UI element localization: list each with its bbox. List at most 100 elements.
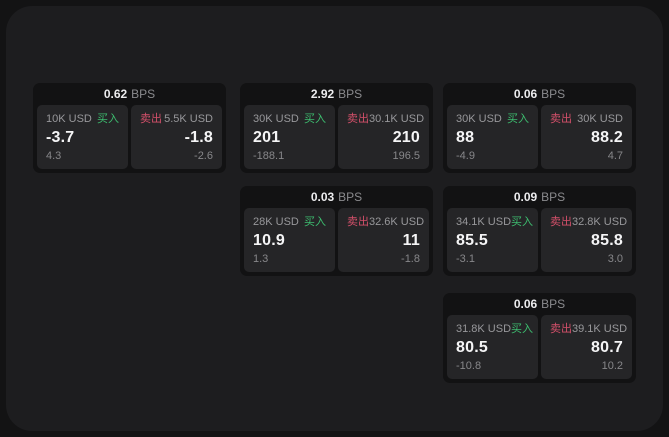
bps-unit-label: BPS <box>541 297 566 311</box>
sell-header-line: 卖出 32.6K USD <box>347 216 424 228</box>
buy-header-line: 10K USD 买入 <box>46 113 119 125</box>
sell-panel[interactable]: 卖出 5.5K USD -1.8 -2.6 <box>131 105 222 169</box>
buy-panel[interactable]: 30K USD 买入 88 -4.9 <box>447 105 538 169</box>
sell-change: 4.7 <box>607 150 623 162</box>
buy-header-line: 30K USD 买入 <box>253 113 326 125</box>
sell-header-line: 卖出 30K USD <box>550 113 623 125</box>
buy-header-line: 34.1K USD 买入 <box>456 216 533 228</box>
buy-side-label: 买入 <box>511 323 534 335</box>
card-body: 34.1K USD 买入 85.5 -3.1 卖出 32.8K USD 85.8… <box>443 208 636 276</box>
sell-price: 88.2 <box>591 129 623 146</box>
sell-amount: 5.5K USD <box>164 113 213 125</box>
quote-card: 0.62 BPS 10K USD 买入 -3.7 4.3 卖出 5.5K USD… <box>33 83 226 173</box>
sell-panel[interactable]: 卖出 32.8K USD 85.8 3.0 <box>541 208 632 272</box>
sell-change: -2.6 <box>194 150 213 162</box>
buy-panel[interactable]: 34.1K USD 买入 85.5 -3.1 <box>447 208 538 272</box>
sell-side-label: 卖出 <box>347 113 369 125</box>
sell-header-line: 卖出 5.5K USD <box>140 113 213 125</box>
buy-change: -4.9 <box>456 150 475 162</box>
quote-card: 0.06 BPS 31.8K USD 买入 80.5 -10.8 卖出 39.1… <box>443 293 636 383</box>
sell-side-label: 卖出 <box>140 113 162 125</box>
buy-header-line: 28K USD 买入 <box>253 216 326 228</box>
sell-header-line: 卖出 30.1K USD <box>347 113 424 125</box>
card-body: 10K USD 买入 -3.7 4.3 卖出 5.5K USD -1.8 -2.… <box>33 105 226 173</box>
buy-panel[interactable]: 31.8K USD 买入 80.5 -10.8 <box>447 315 538 379</box>
buy-change: 4.3 <box>46 150 62 162</box>
bps-value: 0.03 <box>310 190 335 204</box>
buy-side-label: 买入 <box>511 216 534 228</box>
sell-change: -1.8 <box>401 253 420 265</box>
card-body: 30K USD 买入 201 -188.1 卖出 30.1K USD 210 1… <box>240 105 433 173</box>
bps-value: 0.06 <box>513 297 538 311</box>
card-header: 2.92 BPS <box>240 83 433 105</box>
sell-amount: 30.1K USD <box>369 113 425 125</box>
buy-change: -10.8 <box>456 360 482 372</box>
buy-panel[interactable]: 10K USD 买入 -3.7 4.3 <box>37 105 128 169</box>
card-body: 28K USD 买入 10.9 1.3 卖出 32.6K USD 11 -1.8 <box>240 208 433 276</box>
main-panel: 0.62 BPS 10K USD 买入 -3.7 4.3 卖出 5.5K USD… <box>6 6 663 431</box>
buy-amount: 10K USD <box>46 113 92 125</box>
buy-price: -3.7 <box>46 129 75 146</box>
sell-header-line: 卖出 39.1K USD <box>550 323 627 335</box>
buy-amount: 31.8K USD <box>456 323 512 335</box>
bps-unit-label: BPS <box>541 190 566 204</box>
sell-header-line: 卖出 32.8K USD <box>550 216 627 228</box>
card-header: 0.06 BPS <box>443 293 636 315</box>
sell-amount: 32.6K USD <box>369 216 425 228</box>
buy-panel[interactable]: 28K USD 买入 10.9 1.3 <box>244 208 335 272</box>
bps-unit-label: BPS <box>131 87 156 101</box>
sell-change: 196.5 <box>392 150 420 162</box>
quote-card: 0.09 BPS 34.1K USD 买入 85.5 -3.1 卖出 32.8K… <box>443 186 636 276</box>
sell-price: -1.8 <box>184 129 213 146</box>
buy-amount: 34.1K USD <box>456 216 512 228</box>
card-header: 0.62 BPS <box>33 83 226 105</box>
bps-unit-label: BPS <box>338 87 363 101</box>
buy-price: 80.5 <box>456 339 488 356</box>
sell-price: 11 <box>402 232 420 249</box>
bps-value: 2.92 <box>310 87 335 101</box>
sell-amount: 32.8K USD <box>572 216 628 228</box>
sell-amount: 39.1K USD <box>572 323 628 335</box>
buy-price: 85.5 <box>456 232 488 249</box>
buy-side-label: 买入 <box>97 113 119 125</box>
buy-panel[interactable]: 30K USD 买入 201 -188.1 <box>244 105 335 169</box>
buy-change: -188.1 <box>253 150 285 162</box>
card-header: 0.09 BPS <box>443 186 636 208</box>
bps-value: 0.06 <box>513 87 538 101</box>
sell-price: 80.7 <box>591 339 623 356</box>
card-body: 30K USD 买入 88 -4.9 卖出 30K USD 88.2 4.7 <box>443 105 636 173</box>
buy-amount: 28K USD <box>253 216 299 228</box>
buy-side-label: 买入 <box>304 216 326 228</box>
buy-side-label: 买入 <box>304 113 326 125</box>
buy-amount: 30K USD <box>253 113 299 125</box>
buy-amount: 30K USD <box>456 113 502 125</box>
buy-header-line: 31.8K USD 买入 <box>456 323 533 335</box>
bps-unit-label: BPS <box>541 87 566 101</box>
sell-panel[interactable]: 卖出 39.1K USD 80.7 10.2 <box>541 315 632 379</box>
bps-unit-label: BPS <box>338 190 363 204</box>
buy-header-line: 30K USD 买入 <box>456 113 529 125</box>
card-header: 0.06 BPS <box>443 83 636 105</box>
sell-side-label: 卖出 <box>550 323 572 335</box>
sell-side-label: 卖出 <box>550 216 572 228</box>
bps-value: 0.62 <box>103 87 128 101</box>
sell-change: 10.2 <box>601 360 623 372</box>
sell-panel[interactable]: 卖出 30.1K USD 210 196.5 <box>338 105 429 169</box>
buy-change: 1.3 <box>253 253 269 265</box>
quote-card: 0.06 BPS 30K USD 买入 88 -4.9 卖出 30K USD 8… <box>443 83 636 173</box>
sell-price: 210 <box>392 129 420 146</box>
buy-side-label: 买入 <box>507 113 529 125</box>
quote-card: 2.92 BPS 30K USD 买入 201 -188.1 卖出 30.1K … <box>240 83 433 173</box>
card-header: 0.03 BPS <box>240 186 433 208</box>
sell-panel[interactable]: 卖出 30K USD 88.2 4.7 <box>541 105 632 169</box>
sell-change: 3.0 <box>607 253 623 265</box>
sell-panel[interactable]: 卖出 32.6K USD 11 -1.8 <box>338 208 429 272</box>
quote-card: 0.03 BPS 28K USD 买入 10.9 1.3 卖出 32.6K US… <box>240 186 433 276</box>
buy-change: -3.1 <box>456 253 475 265</box>
bps-value: 0.09 <box>513 190 538 204</box>
buy-price: 201 <box>253 129 281 146</box>
card-body: 31.8K USD 买入 80.5 -10.8 卖出 39.1K USD 80.… <box>443 315 636 383</box>
sell-amount: 30K USD <box>577 113 623 125</box>
sell-side-label: 卖出 <box>550 113 572 125</box>
